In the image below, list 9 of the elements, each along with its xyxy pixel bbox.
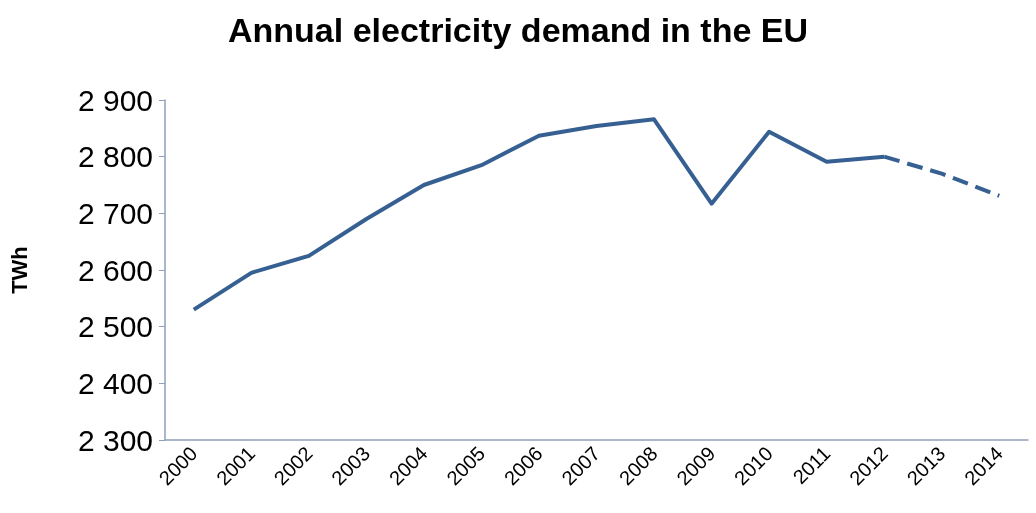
y-tick-label: 2 400	[77, 366, 153, 400]
y-tick-label: 2 600	[77, 253, 153, 287]
y-axis-title: TWh	[6, 246, 32, 294]
chart-title: Annual electricity demand in the EU	[227, 11, 809, 49]
y-tick-label: 2 300	[77, 423, 153, 457]
y-tick-label: 2 800	[77, 140, 153, 174]
y-tick-label: 2 700	[77, 196, 153, 230]
y-tick-label: 2 900	[77, 83, 153, 117]
y-tick-label: 2 500	[77, 310, 153, 344]
